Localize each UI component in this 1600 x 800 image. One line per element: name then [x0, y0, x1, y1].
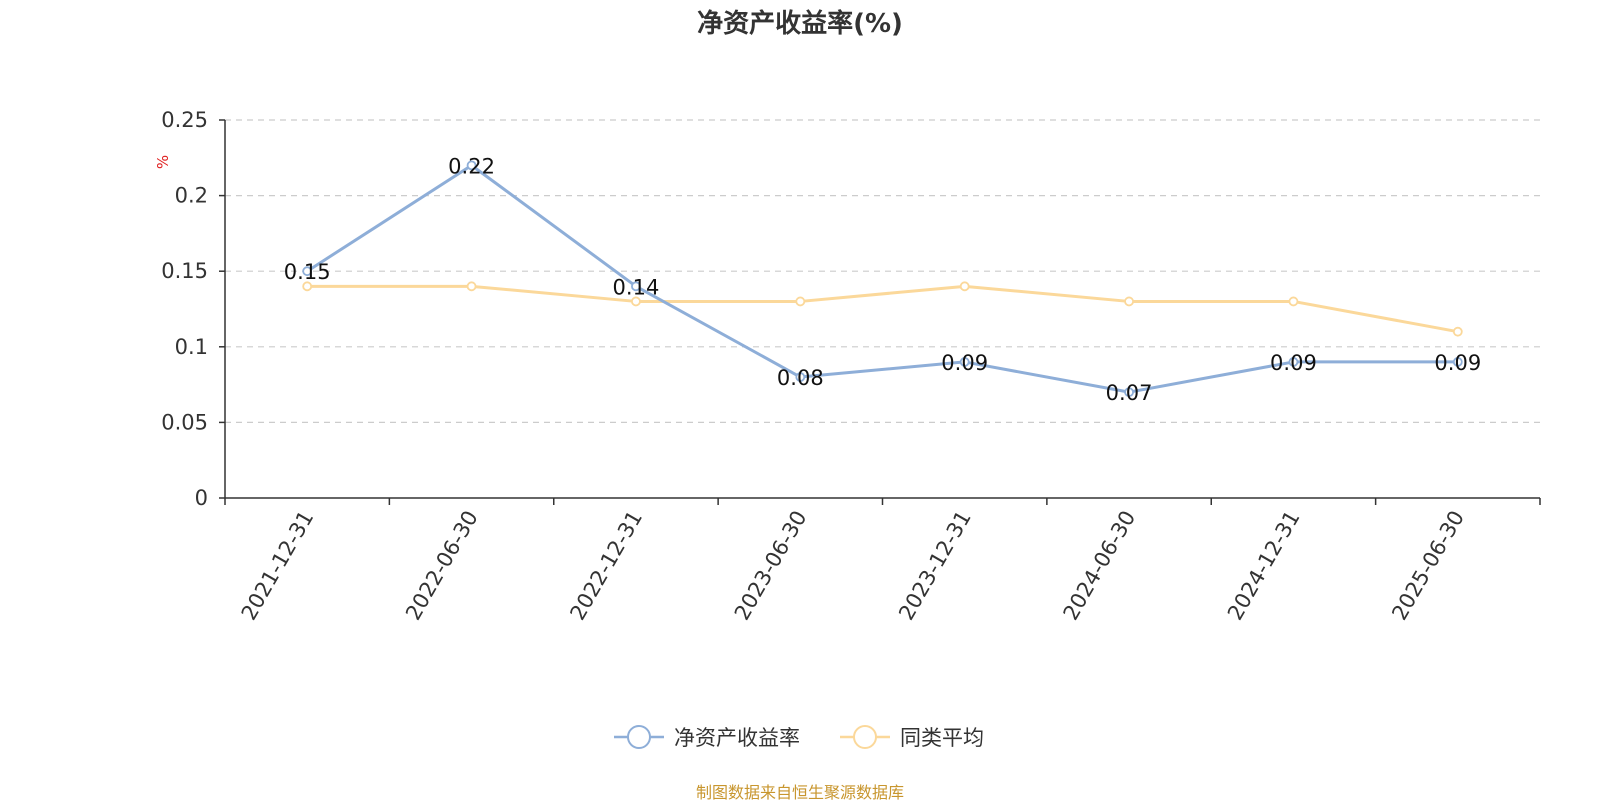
data-label: 0.09 — [941, 351, 988, 375]
series-1-point — [1288, 296, 1299, 307]
series-0-point — [1124, 387, 1134, 398]
x-tick-label: 2023-06-30 — [730, 507, 812, 625]
series-0-point — [302, 266, 313, 277]
y-tick-label: 0 — [195, 486, 208, 510]
series-line-0 — [306, 163, 1458, 394]
legend[interactable]: 净资产收益率 同类平均 — [614, 725, 984, 750]
series-0-point — [959, 357, 970, 367]
legend-item-1[interactable]: 同类平均 — [840, 725, 984, 750]
series-0-point — [466, 160, 477, 171]
legend-marker — [853, 725, 877, 749]
series-0-point — [1452, 357, 1463, 367]
chart-title: 净资产收益率(%) — [697, 8, 903, 39]
y-axis-unit: % — [154, 155, 172, 169]
source-note: 制图数据来自恒生聚源数据库 — [696, 783, 904, 800]
series-lines — [302, 160, 1463, 398]
x-tick-label: 2022-06-30 — [401, 507, 483, 625]
y-tick-label: 0.15 — [161, 259, 208, 283]
data-label: 0.07 — [1106, 381, 1153, 405]
y-tick-label: 0.25 — [161, 108, 208, 132]
data-label: 0.08 — [777, 366, 824, 390]
data-label: 0.09 — [1434, 351, 1481, 375]
x-tick-label: 2025-06-30 — [1387, 507, 1469, 625]
data-labels: 0.15 0.22 0.14 0.08 0.09 0.07 0.09 0.09 — [284, 154, 1481, 405]
series-line-1 — [307, 284, 1459, 334]
legend-label: 同类平均 — [900, 726, 984, 750]
x-tick-label: 2024-06-30 — [1059, 507, 1141, 625]
x-tick-label: 2022-12-31 — [565, 507, 647, 625]
series-1-point — [959, 281, 970, 292]
x-tick-label: 2024-12-31 — [1223, 507, 1305, 625]
legend-label: 净资产收益率 — [674, 726, 800, 750]
data-label: 0.22 — [448, 154, 495, 178]
series-1-point — [302, 281, 313, 292]
x-tick-label: 2023-12-31 — [894, 507, 976, 625]
series-1-point — [631, 296, 641, 307]
series-0-point — [795, 372, 806, 382]
legend-marker — [627, 725, 651, 749]
series-1-point — [1124, 296, 1134, 307]
y-tick-label: 0.2 — [175, 184, 208, 208]
x-axis-ticks: 2021-12-31 2022-06-30 2022-12-31 2023-06-30… — [224, 498, 1541, 625]
y-axis-ticks: 0 0.05 0.1 0.15 0.2 0.25 — [161, 108, 225, 510]
y-tick-label: 0.1 — [175, 335, 208, 359]
data-label: 0.14 — [613, 275, 660, 299]
series-1-point — [795, 296, 806, 307]
series-0-point — [1288, 357, 1299, 367]
legend-item-0[interactable]: 净资产收益率 — [614, 725, 800, 750]
x-tick-label: 2021-12-31 — [237, 507, 319, 625]
data-label: 0.15 — [284, 260, 331, 284]
series-1-point — [466, 281, 477, 292]
grid-lines — [225, 119, 1540, 423]
series-1-point — [1452, 326, 1463, 337]
data-label: 0.09 — [1270, 351, 1317, 375]
series-0-point — [631, 281, 641, 292]
y-tick-label: 0.05 — [161, 410, 208, 434]
